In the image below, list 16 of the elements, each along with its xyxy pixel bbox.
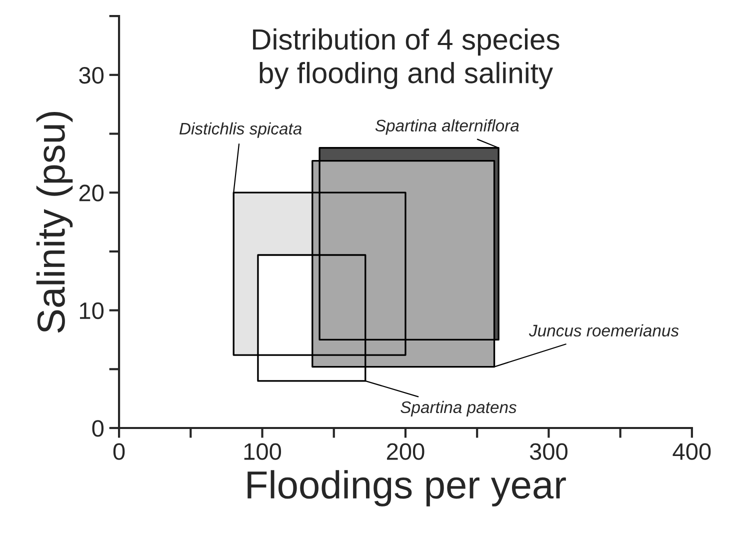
x-axis-title: Floodings per year [248,470,566,506]
x-tick-label: 100 [244,443,282,460]
series-label: Spartina alterniflora [375,119,519,135]
x-tick-label: 200 [386,443,424,460]
x-tick-label: 0 [113,443,125,460]
text: Distribution of 4 species by flooding and salinity [253,28,560,90]
legend-label: Spartina patens [400,400,517,416]
y-axis-title: Salinity (psu) [36,112,73,333]
y-tick-label: 0 [92,420,104,437]
y-tick-label: 30 [79,66,104,84]
text: Juncus roemerianus [528,324,679,337]
x-tick-label: 400 [672,443,711,460]
text: Distichlis spicata [179,122,302,138]
x-tick-label: 300 [530,443,568,460]
y-tick-label: 20 [79,184,104,202]
y-tick-label: 10 [80,302,104,320]
